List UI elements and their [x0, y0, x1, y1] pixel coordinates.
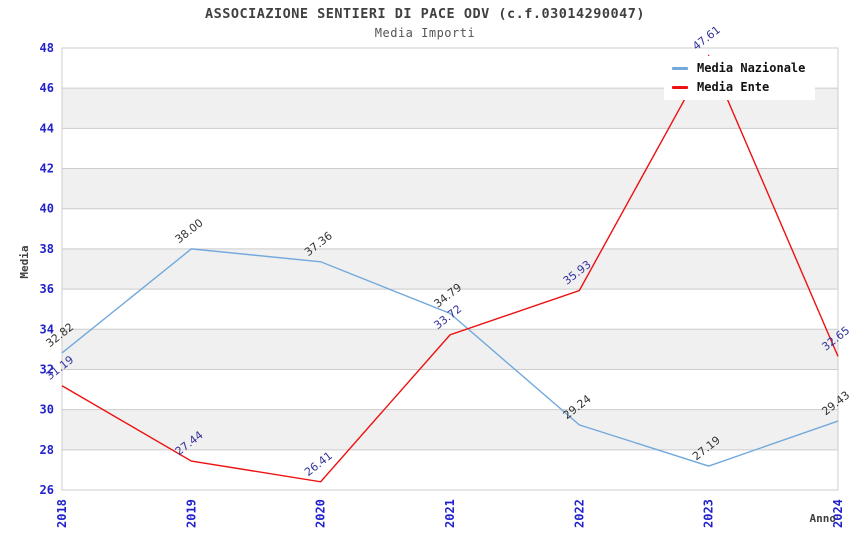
x-tick-label: 2020: [314, 499, 328, 528]
legend-line-swatch: [672, 85, 688, 89]
y-tick-label: 34: [40, 322, 54, 336]
plot-band: [62, 168, 838, 209]
y-tick-label: 32: [40, 362, 54, 376]
x-tick-label: 2024: [831, 499, 845, 528]
x-tick-label: 2023: [702, 499, 716, 528]
data-label: 26.41: [302, 449, 335, 479]
y-tick-label: 40: [40, 202, 54, 216]
y-tick-label: 26: [40, 483, 54, 497]
plot-band: [62, 329, 838, 370]
plot-band: [62, 248, 838, 290]
y-tick-label: 28: [40, 443, 54, 457]
x-tick-label: 2021: [443, 499, 457, 528]
y-tick-label: 42: [40, 162, 54, 176]
legend-item-media-nazionale: Media Nazionale: [672, 61, 805, 75]
chart-subtitle: Media Importi: [374, 26, 476, 40]
series-line-media-ente: [61, 54, 839, 483]
plot-band: [62, 409, 838, 450]
y-axis-title: Media: [18, 245, 31, 278]
data-label: 38.00: [173, 216, 206, 246]
plot-border: [61, 47, 839, 491]
legend-label: Media Ente: [697, 80, 770, 94]
y-tick-label: 48: [40, 41, 54, 55]
y-tick-label: 38: [40, 242, 54, 256]
legend-label: Media Nazionale: [697, 61, 806, 75]
y-tick-label: 30: [40, 403, 54, 417]
x-tick-label: 2022: [572, 499, 586, 528]
chart-title: ASSOCIAZIONE SENTIERI DI PACE ODV (c.f.0…: [204, 6, 645, 22]
series-line-media-nazionale: [61, 248, 839, 467]
x-tick-label: 2019: [184, 499, 198, 528]
x-axis-title: Anno: [810, 512, 837, 525]
legend: Media Nazionale Media Ente: [664, 56, 816, 100]
y-tick-label: 46: [40, 81, 54, 95]
legend-line-swatch: [672, 66, 688, 70]
x-tick-label: 2018: [55, 499, 69, 528]
legend-item-media-ente: Media Ente: [672, 80, 805, 94]
y-tick-label: 44: [40, 121, 54, 135]
y-tick-label: 36: [40, 282, 54, 296]
